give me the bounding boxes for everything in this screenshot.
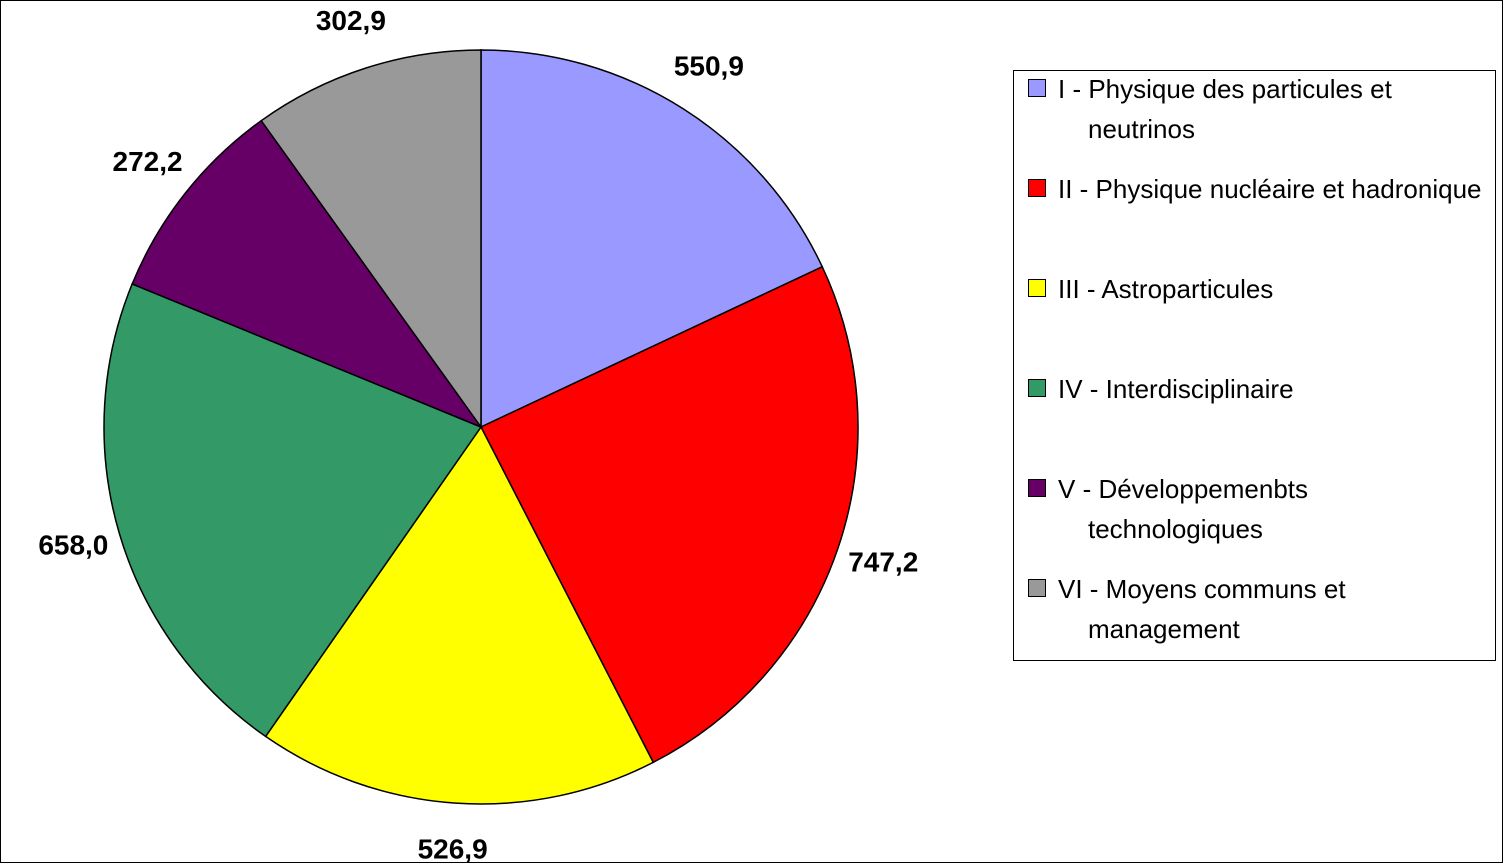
pie-slice xyxy=(131,119,484,429)
data-label: 526,9 xyxy=(418,833,488,864)
pie-slice xyxy=(260,49,482,430)
legend: I - Physique des particules et neutrinos… xyxy=(1013,70,1496,661)
data-label: 658,0 xyxy=(38,530,108,561)
legend-label: III - Astroparticules xyxy=(1058,274,1274,304)
legend-swatch xyxy=(1028,179,1046,197)
legend-label: I - Physique des particules et neutrinos xyxy=(1058,74,1392,144)
legend-label: VI - Moyens communs et management xyxy=(1058,574,1346,644)
pie-slice xyxy=(480,49,824,429)
pie-slice xyxy=(103,282,483,738)
legend-label: II - Physique nucléaire et hadronique xyxy=(1058,174,1482,204)
data-label: 747,2 xyxy=(848,547,918,578)
legend-label: IV - Interdisciplinaire xyxy=(1058,374,1294,404)
legend-swatch xyxy=(1028,79,1046,97)
legend-swatch xyxy=(1028,379,1046,397)
data-label: 550,9 xyxy=(674,51,744,82)
legend-swatch xyxy=(1028,279,1046,297)
data-label: 272,2 xyxy=(113,146,183,177)
pie-slice xyxy=(479,265,859,764)
pie-slice xyxy=(264,425,655,805)
data-label: 302,9 xyxy=(316,5,386,36)
legend-swatch xyxy=(1028,479,1046,497)
legend-label: V - Développemenbts technologiques xyxy=(1058,474,1309,544)
legend-swatch xyxy=(1028,579,1046,597)
